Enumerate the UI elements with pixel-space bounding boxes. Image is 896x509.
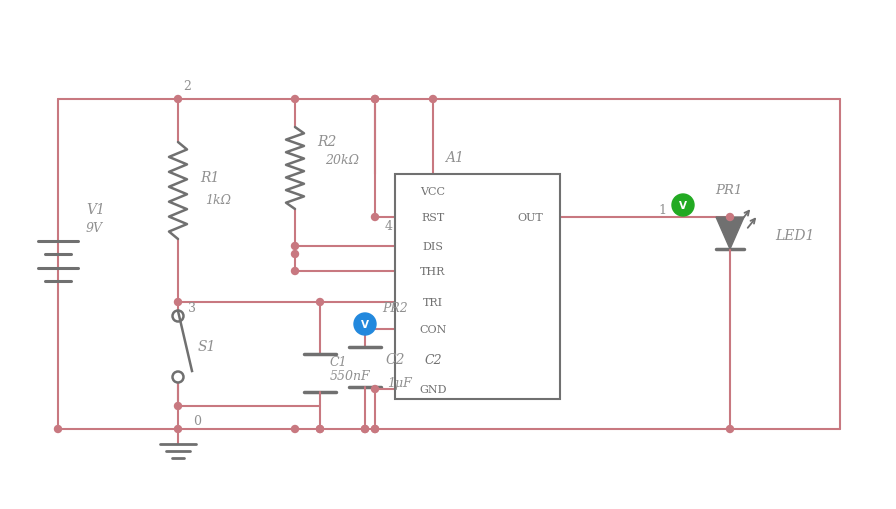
Text: RST: RST — [421, 213, 444, 222]
Circle shape — [291, 96, 298, 103]
Polygon shape — [716, 217, 744, 249]
Circle shape — [175, 96, 182, 103]
Text: 2: 2 — [183, 79, 191, 92]
Text: CON: CON — [419, 324, 447, 334]
Circle shape — [727, 426, 734, 433]
Text: R1: R1 — [200, 171, 220, 185]
Circle shape — [55, 426, 62, 433]
Text: DIS: DIS — [423, 242, 444, 251]
Text: V: V — [679, 201, 687, 211]
Text: PR1: PR1 — [715, 183, 742, 196]
Circle shape — [291, 251, 298, 258]
Circle shape — [372, 96, 378, 103]
Circle shape — [727, 214, 734, 221]
Circle shape — [429, 96, 436, 103]
Circle shape — [372, 426, 378, 433]
Circle shape — [672, 194, 694, 216]
Text: V1: V1 — [86, 203, 105, 216]
Text: 9V: 9V — [86, 221, 103, 234]
Text: GND: GND — [419, 384, 447, 394]
Text: 1μF: 1μF — [387, 376, 412, 389]
Circle shape — [354, 314, 376, 335]
Circle shape — [316, 426, 323, 433]
Circle shape — [175, 403, 182, 410]
Text: PR2: PR2 — [382, 301, 408, 314]
Text: VCC: VCC — [420, 187, 445, 196]
Text: C2: C2 — [424, 353, 442, 366]
Circle shape — [316, 299, 323, 306]
Circle shape — [361, 426, 368, 433]
Text: 20kΩ: 20kΩ — [325, 153, 359, 166]
Text: 4: 4 — [385, 219, 393, 232]
Circle shape — [291, 243, 298, 250]
Text: TRI: TRI — [423, 297, 443, 307]
Circle shape — [372, 214, 378, 221]
Circle shape — [372, 386, 378, 393]
Text: 3: 3 — [188, 301, 196, 314]
Circle shape — [372, 96, 378, 103]
Circle shape — [372, 426, 378, 433]
Circle shape — [175, 299, 182, 306]
Circle shape — [291, 268, 298, 275]
FancyBboxPatch shape — [395, 175, 560, 399]
Text: THR: THR — [420, 267, 445, 276]
Circle shape — [291, 426, 298, 433]
Circle shape — [361, 426, 368, 433]
Circle shape — [316, 426, 323, 433]
Text: 1: 1 — [658, 203, 666, 216]
Text: 0: 0 — [193, 415, 201, 428]
Text: LED1: LED1 — [775, 229, 814, 242]
Text: R2: R2 — [317, 135, 336, 149]
Text: OUT: OUT — [517, 213, 543, 222]
Text: 1kΩ: 1kΩ — [205, 193, 231, 206]
Text: V: V — [361, 319, 369, 329]
Circle shape — [175, 426, 182, 433]
Text: S1: S1 — [198, 340, 216, 353]
Text: C1: C1 — [330, 356, 348, 369]
Text: C2: C2 — [385, 352, 404, 366]
Text: 550nF: 550nF — [330, 370, 371, 383]
Text: A1: A1 — [445, 151, 464, 165]
